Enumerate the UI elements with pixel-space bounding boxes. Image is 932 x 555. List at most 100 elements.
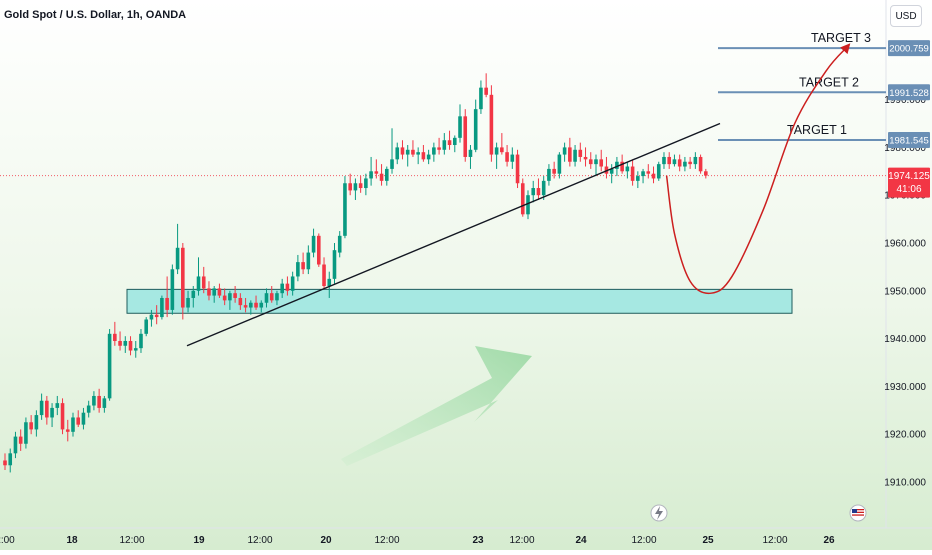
candle-body [76, 417, 81, 425]
lightning-icon[interactable] [650, 504, 668, 522]
current-price-label: 1974.125 [888, 171, 930, 182]
candle-body [599, 159, 604, 167]
candle-body [484, 87, 488, 95]
candle-body [630, 166, 635, 181]
candle-body [113, 333, 117, 341]
candle-body [698, 156, 703, 172]
candle-body [285, 283, 290, 291]
candle-body [269, 293, 274, 301]
candle-body [651, 173, 656, 179]
candle-body [311, 235, 316, 253]
time-tick-label: 12:00 [762, 535, 787, 546]
trendline[interactable] [186, 122, 721, 347]
countdown-label: 41:06 [896, 184, 921, 195]
candle-body [18, 436, 23, 444]
candle-body [526, 195, 530, 215]
candle-body [92, 395, 96, 406]
time-tick-label: 18 [66, 535, 78, 546]
candle-body [107, 333, 112, 399]
candle-body [452, 137, 457, 146]
candle-body [395, 147, 400, 160]
candle-body [322, 264, 326, 287]
candle-body [625, 166, 630, 172]
candle-body [500, 147, 504, 153]
candle-body [222, 295, 227, 301]
demand-zone[interactable] [126, 288, 793, 314]
candle-body [515, 154, 520, 184]
candle-body [3, 460, 7, 466]
us-flag-icon[interactable] [849, 504, 867, 522]
candle-body [102, 398, 107, 408]
candle-body [128, 340, 133, 351]
candle-body [646, 171, 651, 174]
candle-body [473, 109, 478, 150]
candle-body [416, 152, 420, 155]
candle-body [259, 302, 264, 308]
target-price-tag [888, 40, 930, 57]
price-tick-label: 1920.000 [884, 430, 926, 441]
candle-body [358, 183, 363, 189]
candle-body [374, 171, 379, 174]
candle-body [641, 171, 645, 177]
candle-body [609, 168, 614, 174]
time-tick-label: 12:00 [119, 535, 144, 546]
time-tick-label: 26 [823, 535, 835, 546]
candle-body [45, 400, 49, 418]
currency-button[interactable]: USD [890, 5, 922, 27]
candle-body [447, 140, 452, 146]
candle-body [332, 250, 337, 279]
candle-body [369, 171, 373, 179]
target-price-tag-label: 1981.545 [889, 136, 929, 147]
target-price-tag [888, 132, 930, 149]
price-tags: 1981.545 1991.528 2000.759 1974.125 41:06 [888, 40, 930, 198]
candle-body [254, 302, 258, 308]
candle-body [275, 293, 279, 301]
candle-body [615, 161, 619, 169]
candle-body [264, 293, 269, 303]
candle-body [13, 436, 18, 454]
candle-body [337, 235, 342, 253]
candle-body [118, 340, 122, 346]
candle-body [432, 147, 436, 155]
price-tick-label: 1980.000 [884, 143, 926, 154]
candle-body [243, 305, 248, 308]
candle-body [458, 116, 462, 138]
candle-body [55, 403, 60, 408]
candle-body [588, 159, 593, 165]
candle-body [290, 276, 295, 291]
candle-body [426, 154, 431, 160]
time-tick-label: 12:00 [374, 535, 399, 546]
candle-body [348, 183, 352, 191]
candle-body [207, 288, 211, 296]
candle-body [489, 94, 494, 155]
candle-body [437, 147, 441, 150]
candle-body [160, 297, 164, 318]
candle-body [468, 149, 473, 157]
candle-body [34, 415, 39, 430]
candle-body [379, 173, 384, 181]
candle-body [494, 147, 499, 155]
candle-body [317, 235, 321, 265]
candle-body [662, 156, 666, 165]
candle-body [149, 314, 154, 320]
candle-body [144, 319, 149, 334]
candle-body [505, 152, 509, 162]
time-tick-label: 12:00 [247, 535, 272, 546]
candle-body [39, 400, 44, 416]
time-tick-label: 12:00 [631, 535, 656, 546]
candle-body [656, 164, 661, 179]
time-axis[interactable]: 2:00 18 12:00 19 12:00 20 12:00 23 12:00 24 12:00 2… [0, 535, 835, 546]
price-tick-label: 1940.000 [884, 334, 926, 345]
current-price-tag [888, 167, 930, 198]
candle-body [562, 147, 567, 155]
candle-body [557, 154, 562, 174]
candle-body [463, 116, 468, 157]
candle-body [704, 171, 708, 176]
candle-body [196, 276, 201, 291]
candle-body [573, 149, 577, 162]
candle-body [552, 168, 556, 174]
candle-body [520, 183, 525, 215]
